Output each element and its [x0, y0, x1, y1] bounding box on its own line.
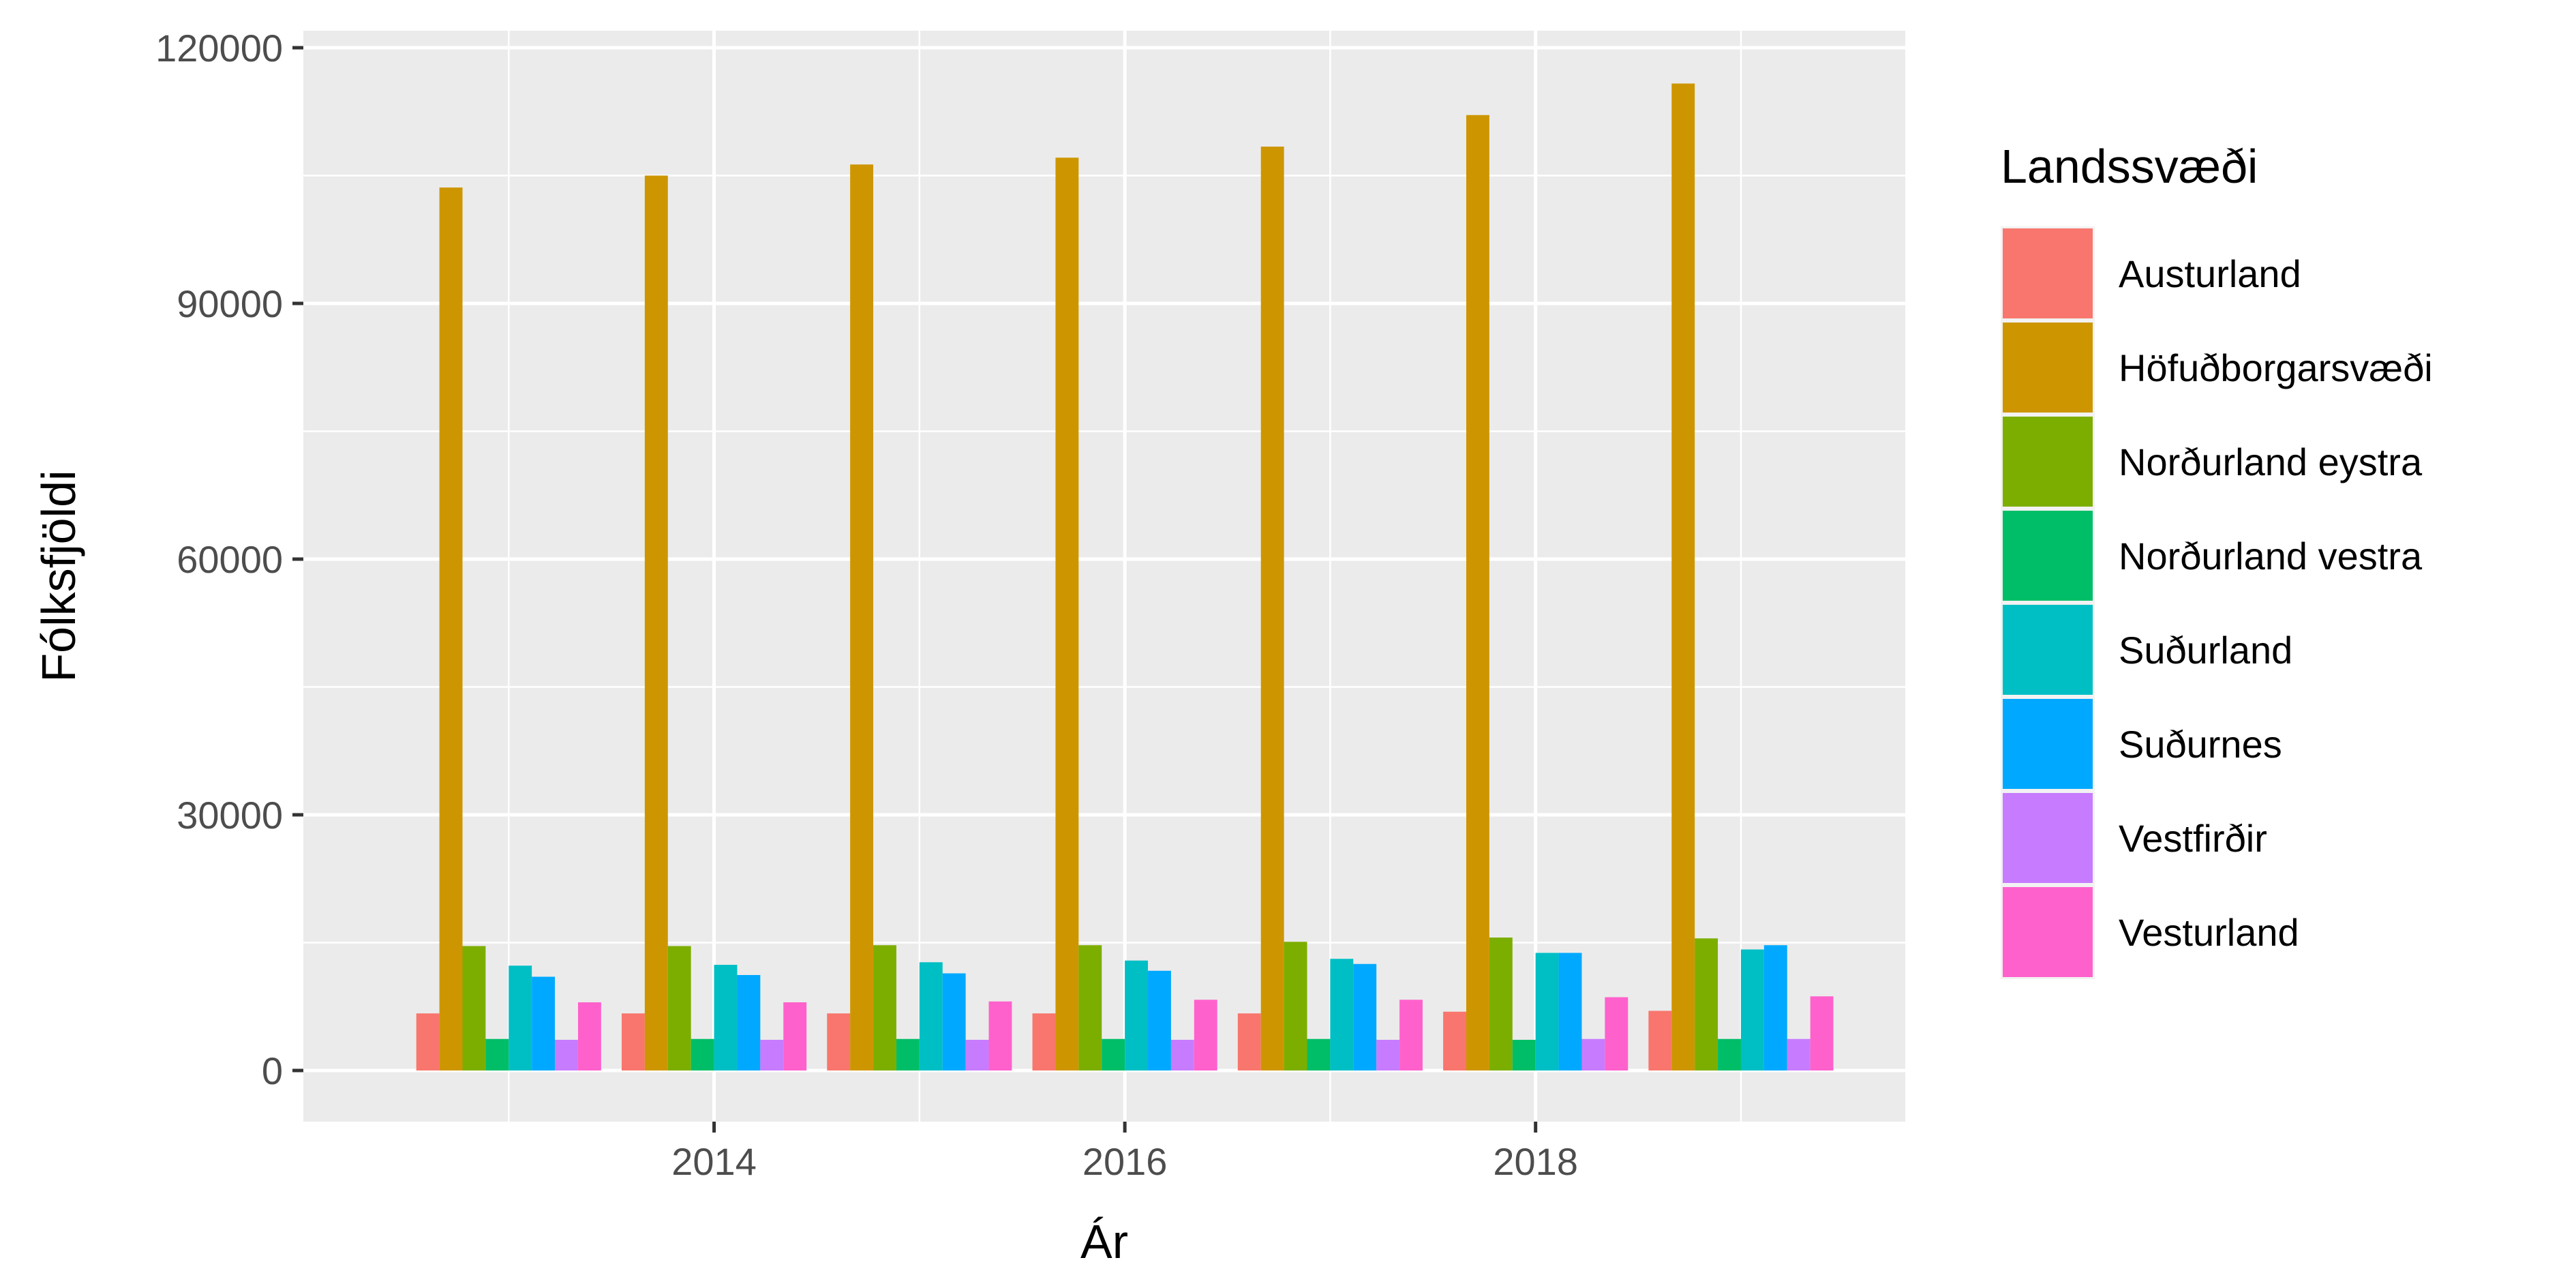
- bar: [896, 1038, 920, 1070]
- legend-key-swatch: [2003, 417, 2093, 507]
- bar: [1078, 945, 1102, 1070]
- bar: [1102, 1038, 1125, 1070]
- bar: [555, 1040, 578, 1070]
- x-tick-label: 2018: [1493, 1140, 1578, 1183]
- bar: [577, 1002, 601, 1070]
- bar: [1125, 960, 1149, 1070]
- bar: [1810, 996, 1834, 1070]
- bar: [667, 946, 691, 1070]
- bar: [1353, 963, 1377, 1070]
- bar: [760, 1040, 784, 1070]
- legend-key-swatch: [2003, 323, 2093, 413]
- bar: [1284, 942, 1307, 1070]
- bar: [1695, 938, 1718, 1070]
- bar: [1581, 1038, 1605, 1070]
- bar: [965, 1040, 989, 1070]
- legend: Landssvæði Austurland Höfuðborgarsvæði Nor…: [2001, 140, 2433, 979]
- bar: [1443, 1011, 1467, 1070]
- bar: [1148, 970, 1171, 1070]
- bar: [1194, 1000, 1217, 1070]
- bar: [439, 188, 463, 1070]
- legend-title: Landssvæði: [2001, 140, 2258, 193]
- legend-key-swatch: [2003, 511, 2093, 601]
- x-tick-label: 2014: [671, 1140, 757, 1183]
- bar: [1237, 1013, 1261, 1070]
- bar: [1671, 83, 1695, 1070]
- legend-key-swatch: [2003, 887, 2093, 977]
- y-axis-title: Fólksfjöldi: [32, 470, 85, 682]
- legend-label: Norðurland eystra: [2119, 440, 2423, 483]
- bar: [1466, 115, 1489, 1070]
- bar: [416, 1013, 440, 1070]
- bar: [783, 1002, 807, 1070]
- y-tick-label: 0: [262, 1049, 283, 1092]
- y-axis: 0 30000 60000 90000 120000: [155, 27, 303, 1092]
- bar: [1376, 1040, 1400, 1070]
- bar: [942, 973, 966, 1070]
- x-tick-label: 2016: [1082, 1140, 1168, 1183]
- bar: [1763, 945, 1787, 1070]
- bar: [1489, 938, 1513, 1070]
- bar: [714, 965, 738, 1070]
- bar: [1055, 158, 1079, 1070]
- bars: [416, 83, 1834, 1070]
- bar: [988, 1001, 1012, 1070]
- bar: [644, 175, 668, 1070]
- legend-label: Suðurland: [2119, 629, 2292, 672]
- legend-label: Norðurland vestra: [2119, 535, 2423, 578]
- bar: [1535, 953, 1559, 1070]
- bar: [827, 1013, 851, 1070]
- bar: [1512, 1040, 1536, 1070]
- y-tick-label: 120000: [155, 27, 283, 70]
- bar: [1032, 1013, 1056, 1070]
- bar: [485, 1038, 509, 1070]
- bar: [509, 965, 532, 1070]
- bar: [1307, 1038, 1331, 1070]
- bar: [737, 975, 761, 1070]
- plot-panel: [303, 31, 1905, 1122]
- bar: [1787, 1038, 1810, 1070]
- bar: [1558, 953, 1582, 1070]
- legend-key-swatch: [2003, 793, 2093, 883]
- bar: [1260, 147, 1284, 1070]
- bar: [462, 946, 486, 1070]
- bar: [1330, 959, 1354, 1070]
- bar: [1718, 1038, 1741, 1070]
- bar: [691, 1038, 714, 1070]
- bar: [532, 976, 556, 1070]
- legend-label: Vesturland: [2119, 911, 2299, 954]
- bar: [1170, 1040, 1194, 1070]
- legend-label: Suðurnes: [2119, 723, 2282, 766]
- y-tick-label: 60000: [177, 538, 283, 581]
- bar: [1648, 1010, 1672, 1070]
- legend-label: Austurland: [2119, 252, 2301, 295]
- legend-key-swatch: [2003, 699, 2093, 789]
- x-axis-title: Ár: [1080, 1215, 1128, 1268]
- legend-items: Austurland Höfuðborgarsvæði Norðurland eys…: [2001, 226, 2433, 979]
- minor-grid: [303, 31, 1905, 1122]
- bar: [850, 164, 874, 1070]
- legend-key-swatch: [2003, 605, 2093, 695]
- y-tick-label: 30000: [177, 794, 283, 837]
- x-axis: 2014 2016 2018: [671, 1122, 1578, 1183]
- bar: [1605, 997, 1628, 1070]
- y-tick-label: 90000: [177, 282, 283, 325]
- legend-label: Vestfirðir: [2119, 817, 2267, 860]
- bar: [1399, 1000, 1423, 1070]
- bar: [873, 945, 896, 1070]
- bar: [919, 962, 943, 1070]
- bar: [1740, 949, 1764, 1070]
- legend-label: Höfuðborgarsvæði: [2119, 346, 2433, 389]
- bar: [621, 1013, 645, 1070]
- legend-key-swatch: [2003, 228, 2093, 318]
